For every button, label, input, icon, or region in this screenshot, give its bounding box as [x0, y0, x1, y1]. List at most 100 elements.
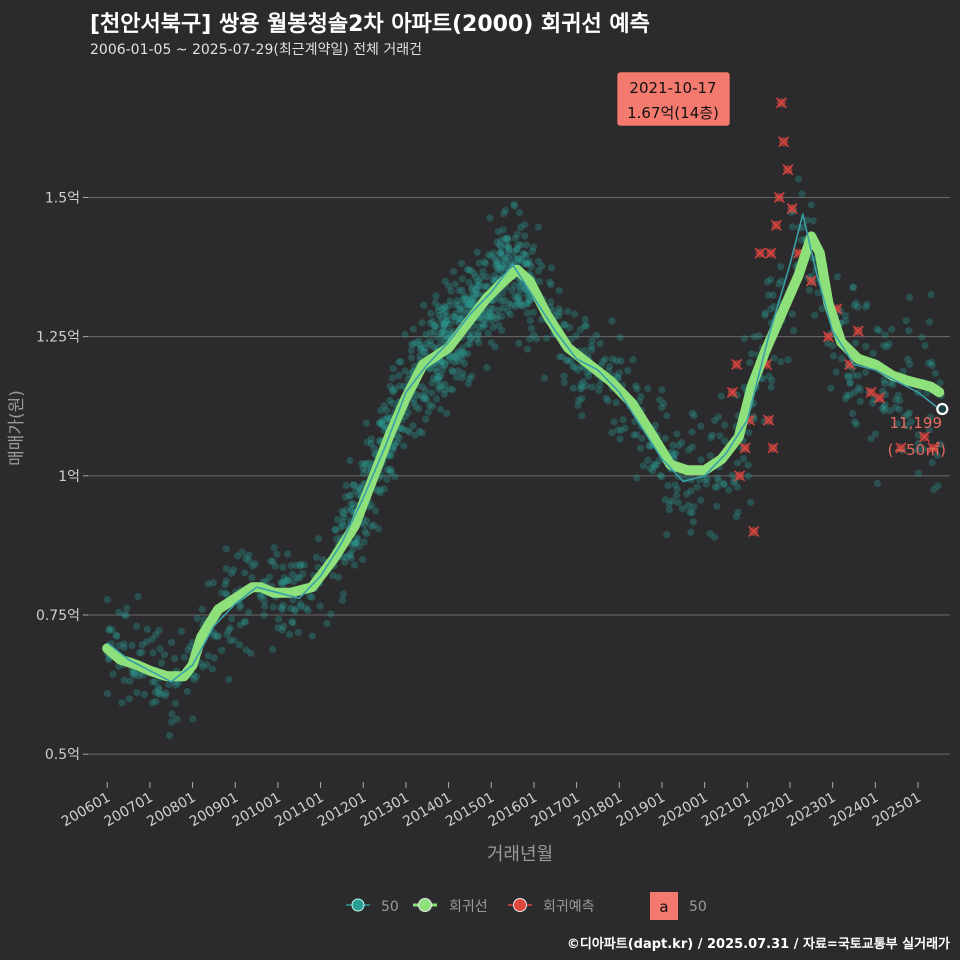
transaction-point: [488, 317, 496, 325]
transaction-point: [880, 407, 888, 415]
transaction-point: [386, 396, 394, 405]
transaction-point: [467, 333, 475, 342]
transaction-point: [656, 471, 664, 479]
transaction-point: [519, 250, 527, 258]
transaction-point: [689, 518, 697, 526]
y-tick-label: 0.75억: [36, 608, 80, 624]
transaction-point: [149, 649, 157, 657]
transaction-point: [481, 315, 489, 324]
transaction-point: [457, 314, 465, 323]
transaction-point: [418, 383, 426, 391]
transaction-point: [466, 301, 474, 309]
transaction-point: [441, 321, 449, 329]
transaction-point: [198, 605, 206, 614]
transaction-point: [294, 628, 302, 636]
transaction-point: [707, 434, 715, 442]
transaction-point: [501, 235, 509, 243]
transaction-point: [437, 329, 445, 337]
transaction-point: [473, 291, 481, 299]
transaction-point: [435, 376, 443, 384]
forecast-cross: [822, 331, 834, 343]
transaction-point: [329, 572, 337, 580]
transaction-point: [880, 403, 888, 411]
transaction-point: [556, 308, 564, 316]
legend-label-forecast: 회귀예측: [543, 899, 595, 915]
transaction-point: [446, 327, 454, 335]
transaction-point: [407, 346, 415, 354]
transaction-point: [308, 593, 316, 601]
transaction-point: [565, 324, 574, 332]
transaction-point: [500, 264, 508, 272]
regression-line: [102, 231, 945, 682]
transaction-point: [854, 372, 862, 380]
transaction-point: [732, 513, 740, 521]
transaction-point: [609, 355, 617, 363]
transaction-point: [457, 305, 465, 313]
transaction-point: [759, 375, 767, 383]
transaction-point: [269, 603, 277, 611]
transaction-point: [439, 333, 447, 341]
transaction-point: [225, 626, 233, 634]
transaction-point: [685, 446, 693, 454]
transaction-point: [458, 344, 467, 352]
transaction-point: [880, 376, 888, 384]
transaction-point: [449, 368, 457, 376]
transaction-point: [306, 592, 314, 601]
transaction-point: [446, 353, 454, 361]
transaction-point: [530, 243, 538, 251]
transaction-point: [581, 347, 589, 355]
transaction-point: [481, 259, 490, 267]
transaction-point: [433, 367, 441, 375]
transaction-point: [426, 337, 434, 345]
transaction-point: [895, 405, 903, 413]
legend: 50 회귀선 회귀예측 a 50: [346, 892, 707, 920]
transaction-point: [510, 200, 518, 208]
transaction-point: [520, 250, 529, 258]
transaction-point: [105, 625, 113, 633]
transaction-point: [862, 368, 870, 376]
transaction-point: [656, 396, 664, 404]
transaction-point: [299, 570, 307, 578]
transaction-point: [230, 566, 238, 574]
transaction-point: [467, 267, 475, 275]
transaction-point: [420, 301, 428, 309]
transaction-point: [519, 302, 527, 310]
transaction-point: [555, 287, 563, 295]
transaction-point: [334, 573, 342, 581]
transaction-point: [304, 606, 312, 615]
forecast-cross: [778, 136, 790, 148]
transaction-point: [668, 497, 676, 505]
transaction-point: [460, 306, 468, 314]
transaction-point: [115, 642, 123, 650]
transaction-point: [302, 604, 310, 612]
transaction-point: [384, 413, 392, 421]
transaction-point: [270, 544, 278, 552]
transaction-point: [360, 538, 368, 546]
transaction-point: [133, 689, 141, 697]
transaction-point: [435, 303, 443, 311]
transaction-point: [397, 424, 405, 432]
transaction-point: [120, 640, 128, 648]
transaction-point: [184, 646, 192, 654]
legend-item-moving-avg: 50: [346, 898, 399, 915]
transaction-point: [288, 618, 296, 626]
transaction-point: [360, 521, 368, 529]
forecast-cross: [805, 275, 817, 287]
transaction-point: [936, 440, 944, 448]
transaction-point: [437, 358, 445, 366]
transaction-point: [441, 386, 449, 394]
transaction-point: [421, 348, 429, 356]
transaction-point: [494, 294, 502, 302]
transaction-point: [277, 578, 285, 586]
transaction-point: [379, 421, 387, 430]
transaction-point: [426, 365, 434, 373]
transaction-point: [360, 460, 368, 468]
transaction-point: [161, 692, 169, 700]
transaction-point: [514, 254, 522, 263]
transaction-point: [516, 282, 524, 290]
transaction-point: [832, 368, 840, 376]
transaction-point: [770, 354, 778, 362]
transaction-point: [891, 403, 900, 412]
transaction-point: [409, 422, 417, 430]
transaction-point: [466, 335, 474, 343]
